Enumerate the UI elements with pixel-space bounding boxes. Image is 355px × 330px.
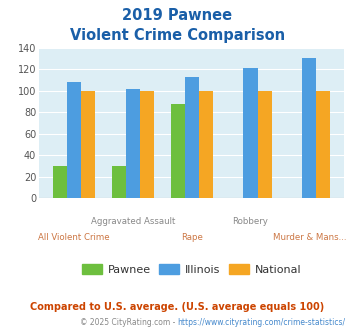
Text: Rape: Rape <box>181 233 203 242</box>
Text: All Violent Crime: All Violent Crime <box>38 233 110 242</box>
Bar <box>302 57 316 198</box>
Bar <box>53 166 67 198</box>
Bar <box>199 91 213 198</box>
Bar <box>316 91 331 198</box>
Bar <box>258 91 272 198</box>
Text: Violent Crime Comparison: Violent Crime Comparison <box>70 28 285 43</box>
Bar <box>170 104 185 198</box>
Text: Compared to U.S. average. (U.S. average equals 100): Compared to U.S. average. (U.S. average … <box>31 302 324 312</box>
Text: Murder & Mans...: Murder & Mans... <box>273 233 346 242</box>
Bar <box>81 91 95 198</box>
Text: © 2025 CityRating.com -: © 2025 CityRating.com - <box>80 318 178 327</box>
Text: 2019 Pawnee: 2019 Pawnee <box>122 8 233 23</box>
Bar <box>67 82 81 198</box>
Text: Aggravated Assault: Aggravated Assault <box>91 217 175 226</box>
Bar <box>126 89 140 198</box>
Legend: Pawnee, Illinois, National: Pawnee, Illinois, National <box>77 260 306 280</box>
Text: Robbery: Robbery <box>233 217 268 226</box>
Bar <box>112 166 126 198</box>
Bar <box>244 68 258 198</box>
Bar <box>140 91 154 198</box>
Bar <box>185 77 199 198</box>
Text: https://www.cityrating.com/crime-statistics/: https://www.cityrating.com/crime-statist… <box>178 318 346 327</box>
